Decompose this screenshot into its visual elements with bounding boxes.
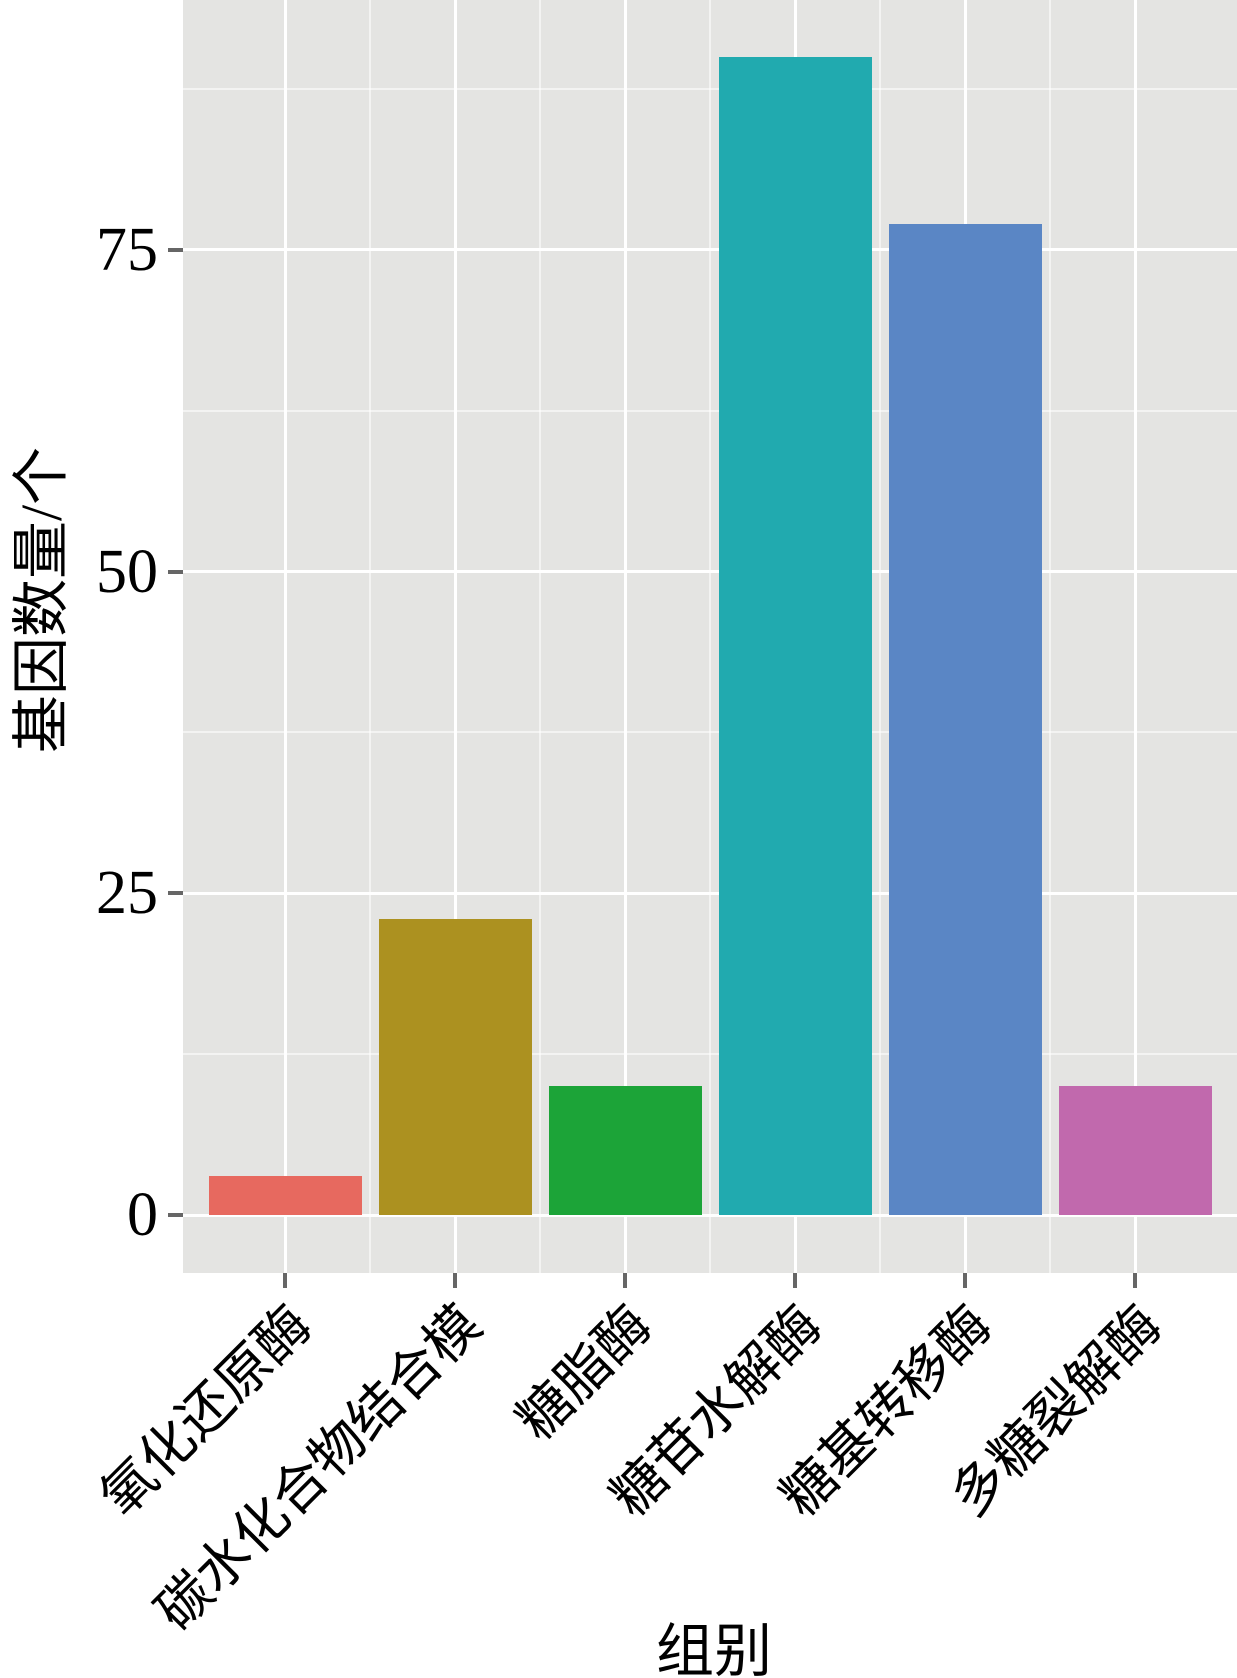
x-tick-mark [453, 1273, 457, 1288]
grid-major-horizontal [183, 1213, 1237, 1217]
x-tick-mark [793, 1273, 797, 1288]
x-tick-mark [1133, 1273, 1137, 1288]
y-tick-label: 50 [96, 537, 158, 606]
bar [718, 57, 872, 1215]
y-tick-mark [168, 247, 183, 252]
x-tick-mark [283, 1273, 287, 1288]
grid-major-vertical [453, 0, 457, 1273]
grid-minor-vertical [879, 0, 881, 1273]
bar [378, 919, 532, 1215]
y-tick-label: 75 [96, 215, 158, 284]
grid-major-horizontal [183, 570, 1237, 574]
grid-major-horizontal [183, 891, 1237, 895]
x-tick-mark [963, 1273, 967, 1288]
x-tick-label: 碳水化合物结合模 [144, 1294, 493, 1643]
bar [208, 1176, 362, 1215]
grid-minor-vertical [1049, 0, 1051, 1273]
y-tick-label: 25 [96, 859, 158, 928]
x-tick-label: 糖脂酶 [505, 1294, 663, 1452]
y-tick-label: 0 [127, 1181, 158, 1249]
x-axis-title: 组别 [655, 1619, 773, 1678]
grid-minor-vertical [369, 0, 371, 1273]
grid-minor-vertical [539, 0, 541, 1273]
grid-major-vertical [623, 0, 627, 1273]
grid-major-horizontal [183, 248, 1237, 252]
x-tick-mark [623, 1273, 627, 1288]
grid-minor-vertical [709, 0, 711, 1273]
y-tick-mark [168, 891, 183, 896]
bar [548, 1086, 702, 1215]
chart-panel [183, 0, 1237, 1273]
grid-major-vertical [283, 0, 287, 1273]
bar [888, 224, 1042, 1215]
y-tick-mark [168, 1213, 183, 1217]
bar [1058, 1086, 1212, 1215]
y-tick-mark [168, 569, 183, 574]
grid-major-vertical [1133, 0, 1137, 1273]
